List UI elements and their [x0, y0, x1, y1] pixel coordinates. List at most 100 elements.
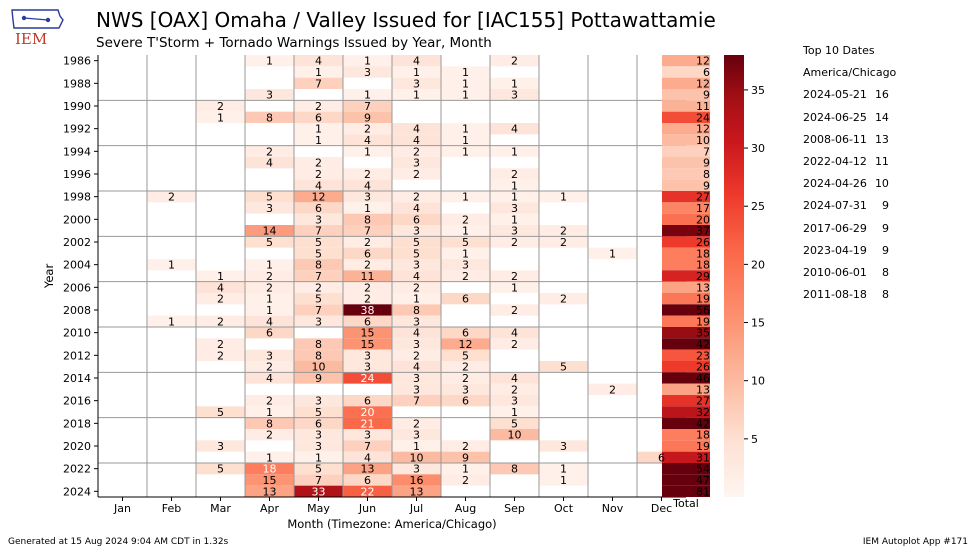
total-label: Total	[672, 497, 699, 510]
y-tick-label: 1994	[63, 145, 91, 158]
logo-text: IEM	[15, 30, 47, 48]
cell-1989-Aug	[441, 89, 490, 101]
cell-1986-Jun	[343, 55, 392, 67]
y-tick-labels: 1986 1988 1990 1992 1994 1996 1998 2000 2002 2004…	[63, 55, 98, 498]
top10-count: 8	[881, 265, 889, 279]
cell-value: 3	[413, 225, 420, 238]
cell-2010-Apr	[245, 327, 294, 339]
y-tick-label: 1990	[63, 100, 91, 113]
cell-2022-Mar	[196, 463, 245, 475]
total-value: 18	[696, 259, 710, 272]
total-cell-1998	[662, 191, 710, 203]
total-cell-2010	[662, 327, 710, 339]
cell-value: 15	[361, 327, 375, 340]
cell-value: 8	[364, 213, 371, 226]
cell-2023-Apr	[245, 474, 294, 486]
cell-value: 2	[511, 338, 518, 351]
cell-value: 1	[462, 191, 469, 204]
top10-item: 2011-08-18 8	[803, 288, 896, 310]
cell-value: 5	[462, 236, 469, 249]
total-cell-2020	[662, 440, 710, 452]
cell-2007-Apr	[245, 293, 294, 305]
cell-value: 4	[266, 315, 273, 328]
top10-item: 2024-04-26 10	[803, 177, 896, 199]
cell-value: 4	[511, 123, 518, 136]
cell-value: 2	[217, 349, 224, 362]
cell-value: 15	[361, 338, 375, 351]
cell-value: 9	[364, 111, 371, 124]
footer-app: IEM Autoplot App #171	[862, 537, 968, 547]
total-value: 42	[696, 417, 710, 430]
cell-value: 2	[364, 293, 371, 306]
cell-value: 1	[168, 315, 175, 328]
total-value: 56	[696, 304, 710, 317]
cell-1998-Aug	[441, 191, 490, 203]
cell-2008-May	[294, 304, 343, 316]
cell-2002-Jun	[343, 236, 392, 248]
cell-value: 2	[315, 157, 322, 170]
cell-value: 3	[413, 259, 420, 272]
total-cell-2008	[662, 304, 710, 316]
cell-2001-Apr	[245, 225, 294, 237]
cell-2022-Jul	[392, 463, 441, 475]
cell-value: 15	[263, 474, 277, 487]
cell-1988-Jul	[392, 77, 441, 89]
cell-value: 5	[266, 236, 273, 249]
cell-value: 7	[315, 474, 322, 487]
top10-title: Top 10 Dates	[803, 44, 875, 57]
cell-value: 3	[511, 225, 518, 238]
cell-value: 1	[266, 293, 273, 306]
cell-value: 6	[266, 327, 273, 340]
cell-value: 6	[315, 202, 322, 215]
cell-value: 1	[315, 451, 322, 464]
x-tick-label-aug: Aug	[455, 502, 476, 515]
cell-value: 20	[361, 406, 375, 419]
cell-2009-Feb	[147, 315, 196, 327]
cell-2003-Jul	[392, 247, 441, 259]
cell-2017-Sep	[490, 406, 539, 418]
cell-value: 6	[364, 395, 371, 408]
cell-1999-Sep	[490, 202, 539, 214]
x-tick-label-jan: Jan	[113, 502, 131, 515]
cell-value: 2	[560, 293, 567, 306]
cell-value: 6	[413, 213, 420, 226]
top10-item: 2024-05-21 16	[803, 88, 896, 110]
cell-value: 1	[266, 55, 273, 68]
cell-2010-Aug	[441, 327, 490, 339]
cell-2008-Apr	[245, 304, 294, 316]
cell-2023-Aug	[441, 474, 490, 486]
colorbar-tick-label: 5	[751, 433, 758, 446]
cell-value: 2	[560, 236, 567, 249]
cell-value: 21	[361, 417, 375, 430]
cell-2013-Aug	[441, 361, 490, 373]
cell-2009-Apr	[245, 315, 294, 327]
cell-value: 4	[217, 281, 224, 294]
total-cell-2014	[662, 372, 710, 384]
cell-2006-Mar	[196, 281, 245, 293]
cell-1992-Aug	[441, 123, 490, 135]
y-tick-label: 2006	[63, 281, 91, 294]
total-value: 19	[696, 293, 710, 306]
cell-value: 3	[413, 463, 420, 476]
cell-value: 1	[266, 259, 273, 272]
total-cell-2006	[662, 281, 710, 293]
y-tick-label: 2022	[63, 463, 91, 476]
cell-2010-Jun	[343, 327, 392, 339]
cell-value: 1	[609, 247, 616, 260]
cell-value: 4	[413, 123, 420, 136]
cell-value: 4	[413, 134, 420, 147]
total-cell-1996	[662, 168, 710, 180]
cell-2015-Jul	[392, 383, 441, 395]
cell-2001-Aug	[441, 225, 490, 237]
total-cell-2009	[662, 315, 710, 327]
iem-logo: IEM	[8, 6, 66, 48]
top10-date: 2011-08-18	[803, 288, 867, 302]
top10-date: 2023-04-19	[803, 243, 867, 257]
cell-value: 14	[263, 225, 277, 238]
cell-2012-Jul	[392, 349, 441, 361]
cell-2010-Sep	[490, 327, 539, 339]
cell-2002-Apr	[245, 236, 294, 248]
total-value: 47	[696, 474, 710, 487]
cell-value: 4	[413, 55, 420, 68]
cell-1996-Jun	[343, 168, 392, 180]
